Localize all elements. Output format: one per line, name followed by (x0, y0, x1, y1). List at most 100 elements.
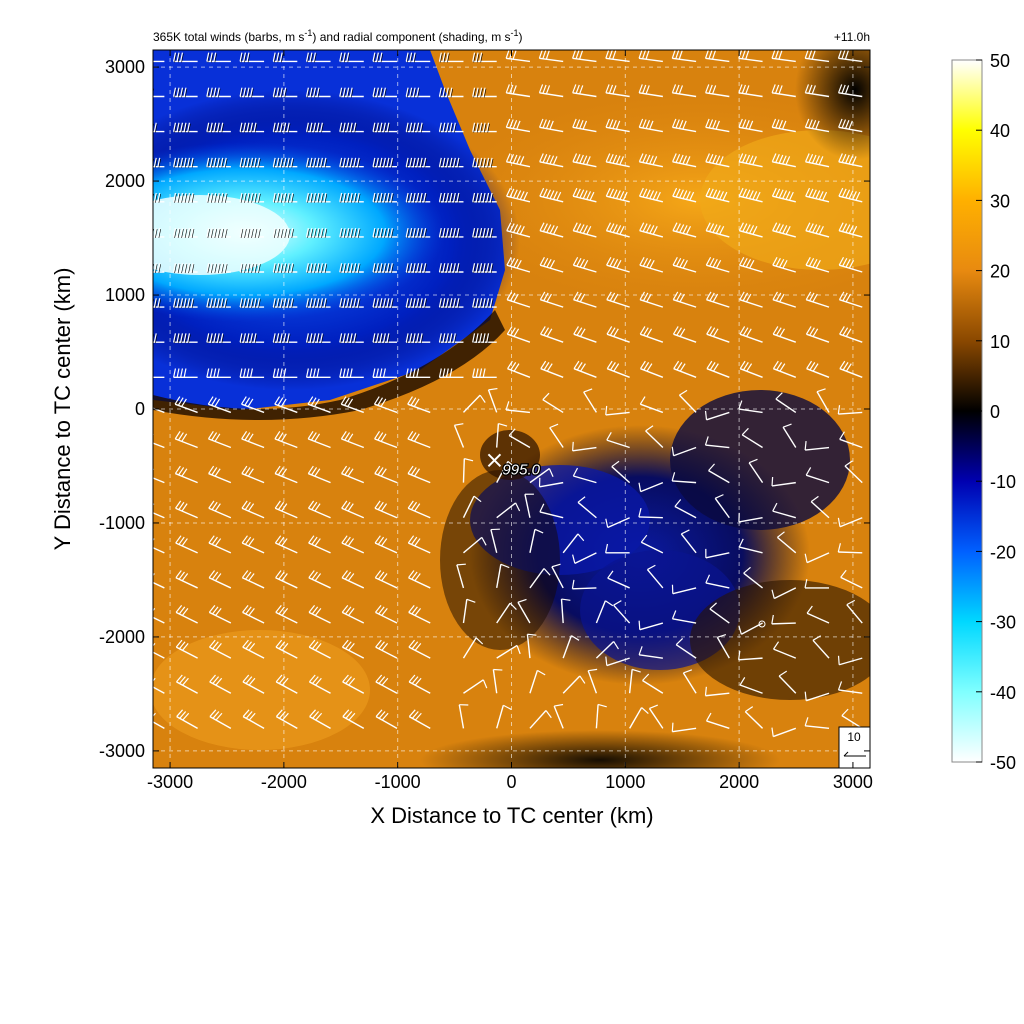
wind-barb (672, 187, 697, 203)
wind-barb (462, 637, 484, 659)
wind-barb (739, 291, 763, 308)
x-tick-label: 2000 (719, 772, 759, 792)
wind-barb (805, 467, 830, 484)
wind-barb (275, 709, 298, 729)
wind-barb (408, 570, 431, 589)
wind-barb (839, 431, 863, 449)
wind-barb (208, 535, 232, 554)
y-tick-label: 2000 (105, 171, 145, 191)
wind-barb (738, 187, 763, 203)
wind-barb (272, 298, 298, 309)
wind-barb (208, 604, 232, 624)
wind-barb (738, 400, 763, 414)
wind-barb (206, 52, 231, 63)
wind-barb (526, 633, 537, 659)
wind-barb (508, 428, 531, 449)
wind-barb (372, 263, 398, 274)
wind-barb (372, 298, 398, 309)
wind-barb (374, 430, 398, 449)
wind-barb (239, 52, 265, 63)
wind-barb (438, 368, 464, 379)
wind-barb (239, 157, 265, 168)
wind-barb (846, 599, 863, 624)
wind-barb (239, 368, 265, 379)
wind-barb (605, 543, 630, 554)
wind-barb (375, 709, 398, 729)
wind-barb (577, 496, 597, 519)
wind-barb (671, 584, 697, 595)
wind-barb (239, 298, 265, 309)
wind-barb (153, 263, 165, 274)
wind-barb (176, 674, 198, 694)
wind-barb (472, 122, 497, 133)
wind-barb (605, 50, 630, 63)
wind-barb (806, 605, 830, 624)
wind-barb (775, 392, 797, 413)
wind-barb (573, 291, 597, 308)
wind-barb (812, 635, 830, 659)
wind-barb (407, 500, 431, 519)
wind-barb (208, 500, 232, 519)
y-tick-label: -3000 (99, 741, 145, 761)
wind-barb (572, 256, 597, 273)
wind-barb (305, 368, 331, 379)
wind-barb (738, 50, 763, 63)
wind-barb (539, 222, 564, 238)
wind-barb (307, 396, 331, 414)
wind-barb (272, 52, 298, 63)
wind-barb (572, 84, 597, 98)
wind-barb (472, 157, 497, 168)
wind-barb (671, 118, 697, 133)
wind-barb (505, 84, 531, 98)
wind-barb (839, 360, 863, 378)
wind-barb (209, 709, 232, 729)
wind-barb (739, 677, 763, 694)
wind-barb (308, 570, 331, 589)
wind-barb (705, 574, 730, 589)
wind-barb (572, 153, 597, 168)
wind-barb (638, 481, 664, 493)
wind-barb (716, 633, 730, 659)
reference-barb-box: 10 (838, 726, 871, 769)
wind-barb (275, 604, 298, 624)
wind-barb (772, 291, 797, 308)
wind-barb (175, 535, 198, 554)
colorbar-tick-label: -20 (990, 542, 1016, 562)
wind-barb (838, 256, 863, 273)
wind-barb (274, 430, 298, 449)
y-axis-label: Y Distance to TC center (km) (50, 268, 75, 551)
wind-barb (638, 508, 663, 519)
wind-barb (542, 392, 564, 414)
wind-barb (773, 641, 797, 659)
wind-barb (462, 394, 486, 413)
wind-barb (572, 222, 597, 238)
wind-barb (772, 222, 796, 238)
x-tick-label: 0 (506, 772, 516, 792)
colorbar-tick-label: -50 (990, 753, 1016, 773)
wind-barb (804, 118, 830, 133)
wind-barb (642, 673, 664, 694)
wind-barb (837, 681, 863, 694)
wind-barb (539, 256, 564, 273)
wind-barb (771, 614, 796, 625)
wind-barb (639, 291, 664, 308)
wind-barb (496, 563, 510, 589)
wind-barb (639, 360, 664, 378)
wind-barb (309, 709, 331, 729)
wind-barb (837, 517, 863, 528)
wind-barb (640, 534, 664, 554)
wind-barb (704, 50, 730, 63)
wind-barb (405, 298, 431, 309)
wind-barb (529, 669, 546, 694)
wind-barb (739, 360, 763, 378)
wind-barb (506, 187, 531, 203)
wind-barb (341, 535, 365, 554)
wind-barb (506, 291, 531, 308)
wind-barb (638, 50, 663, 63)
wind-barb (705, 548, 730, 559)
colorbar-tick-label: 50 (990, 51, 1010, 71)
wind-barb (496, 704, 512, 729)
wind-barb (840, 569, 863, 589)
wind-barb (708, 463, 730, 484)
wind-barb (272, 263, 298, 274)
